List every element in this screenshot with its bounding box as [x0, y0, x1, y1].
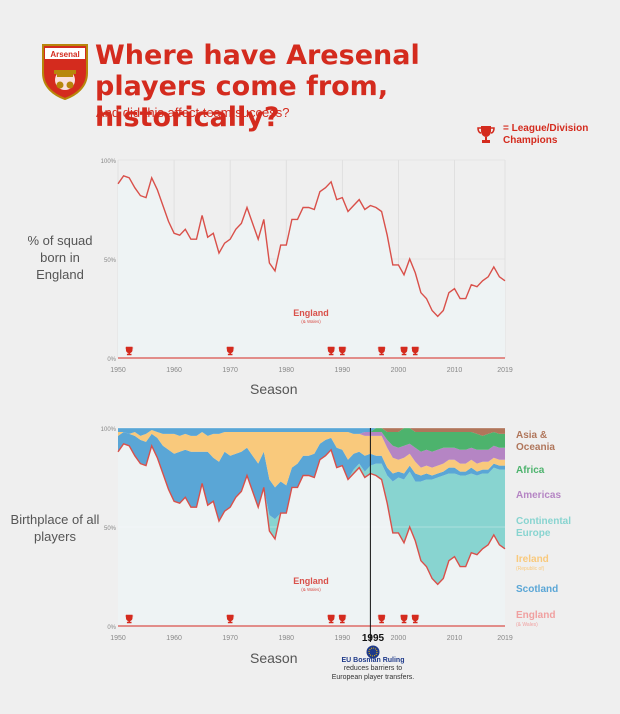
trophy-icon — [477, 126, 495, 143]
chart2-x-tick-label: 1960 — [166, 635, 182, 642]
badge-text: Arsenal — [50, 50, 79, 59]
chart2-x-tick-label: 2010 — [447, 635, 463, 642]
bosman-line-2: European player transfers. — [331, 674, 415, 681]
chart2-y-tick-label: 100% — [101, 427, 117, 433]
eu-flag-icon — [366, 645, 380, 659]
chart2-y-tick-label: 0% — [107, 625, 116, 631]
legend-england-sublabel: (& Wales) — [516, 622, 538, 628]
series-england-line — [117, 442, 506, 586]
legend-asia-oceania: Asia & Oceania — [516, 430, 576, 454]
legend-africa-label: Africa — [516, 465, 545, 476]
chart2-y-tick-label: 50% — [104, 526, 117, 532]
trophy-marker — [400, 614, 409, 624]
trophy-marker — [338, 614, 347, 624]
legend-americas: Americas — [516, 490, 561, 502]
chart2-xlabel: Season — [250, 650, 298, 666]
champions-legend-label: = League/Division Champions — [503, 123, 589, 146]
series-ireland-area — [118, 430, 505, 488]
legend-scotland: Scotland — [516, 584, 558, 596]
chart1-x-tick-label: 1960 — [166, 367, 182, 374]
series-england-area — [118, 443, 505, 626]
chart1-y-tick-label: 50% — [104, 258, 117, 264]
legend-scotland-label: Scotland — [516, 584, 559, 595]
trophy-marker — [125, 346, 134, 356]
chart1-x-tick-label: 2019 — [497, 367, 513, 374]
chart2-ylabel: Birthplace of all players — [10, 512, 100, 544]
trophy-marker — [125, 614, 134, 624]
series-england-area — [118, 175, 505, 358]
chart2-x-tick-label: 2000 — [391, 635, 407, 642]
arsenal-badge-icon: Arsenal — [42, 44, 88, 100]
bosman-year: 1995 — [361, 633, 385, 644]
chart2-x-tick-label: 2019 — [497, 635, 513, 642]
legend-ireland-sublabel: (Republic of) — [516, 566, 545, 572]
chart1-x-tick-label: 1980 — [278, 367, 294, 374]
legend-ireland: Ireland (Republic of) — [516, 554, 549, 572]
chart1-y-tick-label: 0% — [107, 357, 116, 363]
legend-england-label: England — [516, 610, 556, 621]
trophy-marker — [377, 346, 386, 356]
chart2-x-tick-label: 1950 — [110, 635, 126, 642]
chart1-xlabel: Season — [250, 381, 298, 397]
legend-ireland-label: Ireland — [516, 554, 549, 565]
trophy-marker — [327, 346, 336, 356]
trophy-marker — [338, 346, 347, 356]
legend-americas-label: Americas — [516, 490, 562, 501]
chart1-x-tick-label: 1950 — [110, 367, 126, 374]
trophy-marker — [226, 346, 235, 356]
series-scotland-area — [118, 432, 505, 522]
chart1-x-tick-label: 2010 — [447, 367, 463, 374]
page-subtitle: And did this affect team success? — [96, 105, 290, 120]
series-continental-europe-area — [118, 443, 505, 585]
chart1-area-label: England — [293, 308, 329, 318]
page-title: Where have Aresenal players come from, h… — [95, 40, 420, 133]
chart1-y-tick-label: 100% — [101, 159, 117, 165]
chart1-x-tick-label: 1970 — [222, 367, 238, 374]
bosman-title: EU Bosman Ruling — [341, 657, 405, 664]
chart2-x-tick-label: 1970 — [222, 635, 238, 642]
chart2-area-label: England — [293, 576, 329, 586]
chart1-area-sublabel: (& Wales) — [301, 319, 321, 324]
legend-continental-europe: Continental Europe — [516, 516, 586, 540]
bosman-annotation: 1995 EU Bosman Ruling reduces barriers t… — [318, 633, 428, 682]
legend-asia-oceania-label: Asia & Oceania — [516, 430, 555, 453]
chart2-area-sublabel: (& Wales) — [301, 587, 321, 592]
series-africa-area — [118, 428, 505, 452]
bosman-line-1: reduces barriers to — [343, 665, 403, 672]
chart1-x-tick-label: 2000 — [391, 367, 407, 374]
trophy-marker — [400, 346, 409, 356]
chart2-x-tick-label: 1980 — [278, 635, 294, 642]
series-remainder-area — [118, 428, 505, 436]
legend-africa: Africa — [516, 465, 544, 477]
trophy-marker — [411, 346, 420, 356]
trophy-marker — [327, 614, 336, 624]
chart1-ylabel: % of squad born in England — [27, 233, 93, 282]
legend-england: England (& Wales) — [516, 610, 555, 628]
chart-birthplace-stacked: 1950 1960 1970 1980 1990 2000 2010 2019 0% 50% 100… — [101, 427, 513, 642]
trophy-marker — [226, 614, 235, 624]
trophy-marker — [411, 614, 420, 624]
trophy-marker — [377, 614, 386, 624]
series-asia-oceania-area — [118, 428, 505, 436]
chart-england-share: 1950 1960 1970 1980 1990 2000 2010 2019 0% 50% 100… — [101, 159, 513, 374]
chart2-x-tick-label: 1990 — [335, 635, 351, 642]
champions-legend: = League/Division Champions — [477, 123, 617, 151]
series-england-line — [117, 174, 506, 318]
chart1-x-tick-label: 1990 — [335, 367, 351, 374]
legend-continental-europe-label: Continental Europe — [516, 516, 571, 539]
